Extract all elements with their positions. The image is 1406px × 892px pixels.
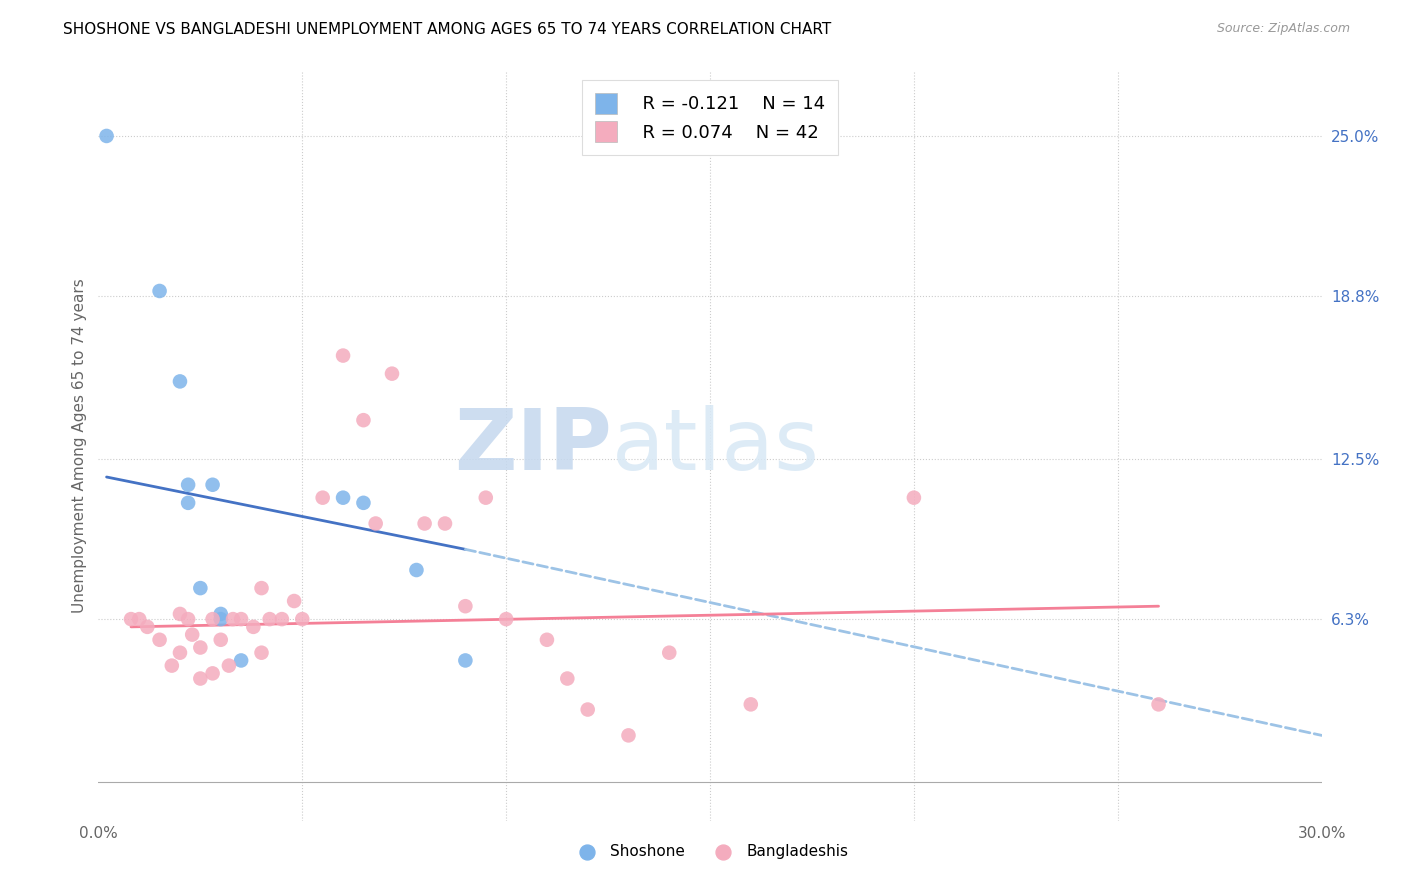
Point xyxy=(283,594,305,608)
Point xyxy=(188,640,212,655)
Point xyxy=(250,646,273,660)
Point xyxy=(209,632,232,647)
Point xyxy=(209,607,232,621)
Text: atlas: atlas xyxy=(612,404,820,488)
Point xyxy=(405,563,427,577)
Point xyxy=(231,612,253,626)
Point xyxy=(352,496,374,510)
Point xyxy=(169,646,191,660)
Point xyxy=(381,367,404,381)
Point xyxy=(434,516,457,531)
Point xyxy=(740,698,762,712)
Point xyxy=(576,702,599,716)
Text: ZIP: ZIP xyxy=(454,404,612,488)
Point xyxy=(250,581,273,595)
Point xyxy=(222,612,245,626)
Point xyxy=(149,284,172,298)
Point xyxy=(454,599,477,614)
Point xyxy=(181,627,204,641)
Point xyxy=(270,612,294,626)
Point xyxy=(903,491,925,505)
Point xyxy=(160,658,183,673)
Point xyxy=(177,477,200,491)
Point xyxy=(128,612,150,626)
Legend: Shoshone, Bangladeshis: Shoshone, Bangladeshis xyxy=(565,838,855,865)
Point xyxy=(201,666,224,681)
Point xyxy=(231,653,253,667)
Point xyxy=(242,620,264,634)
Y-axis label: Unemployment Among Ages 65 to 74 years: Unemployment Among Ages 65 to 74 years xyxy=(72,278,87,614)
Point xyxy=(209,612,232,626)
Point xyxy=(332,491,354,505)
Point xyxy=(169,375,191,389)
Point xyxy=(149,632,172,647)
Point xyxy=(413,516,436,531)
Point xyxy=(364,516,387,531)
Point xyxy=(259,612,281,626)
Point xyxy=(495,612,517,626)
Point xyxy=(188,672,212,686)
Point xyxy=(201,477,224,491)
Point xyxy=(1147,698,1170,712)
Point xyxy=(136,620,159,634)
Point xyxy=(188,581,212,595)
Point xyxy=(454,653,477,667)
Point xyxy=(169,607,191,621)
Point xyxy=(291,612,314,626)
Point xyxy=(177,612,200,626)
Point xyxy=(555,672,579,686)
Text: SHOSHONE VS BANGLADESHI UNEMPLOYMENT AMONG AGES 65 TO 74 YEARS CORRELATION CHART: SHOSHONE VS BANGLADESHI UNEMPLOYMENT AMO… xyxy=(63,22,831,37)
Point xyxy=(536,632,558,647)
Point xyxy=(120,612,142,626)
Point xyxy=(218,658,240,673)
Point xyxy=(352,413,374,427)
Point xyxy=(332,349,354,363)
Point xyxy=(658,646,681,660)
Point xyxy=(96,128,118,143)
Point xyxy=(177,496,200,510)
Point xyxy=(201,612,224,626)
Point xyxy=(474,491,498,505)
Point xyxy=(617,728,640,742)
Point xyxy=(312,491,335,505)
Text: Source: ZipAtlas.com: Source: ZipAtlas.com xyxy=(1216,22,1350,36)
